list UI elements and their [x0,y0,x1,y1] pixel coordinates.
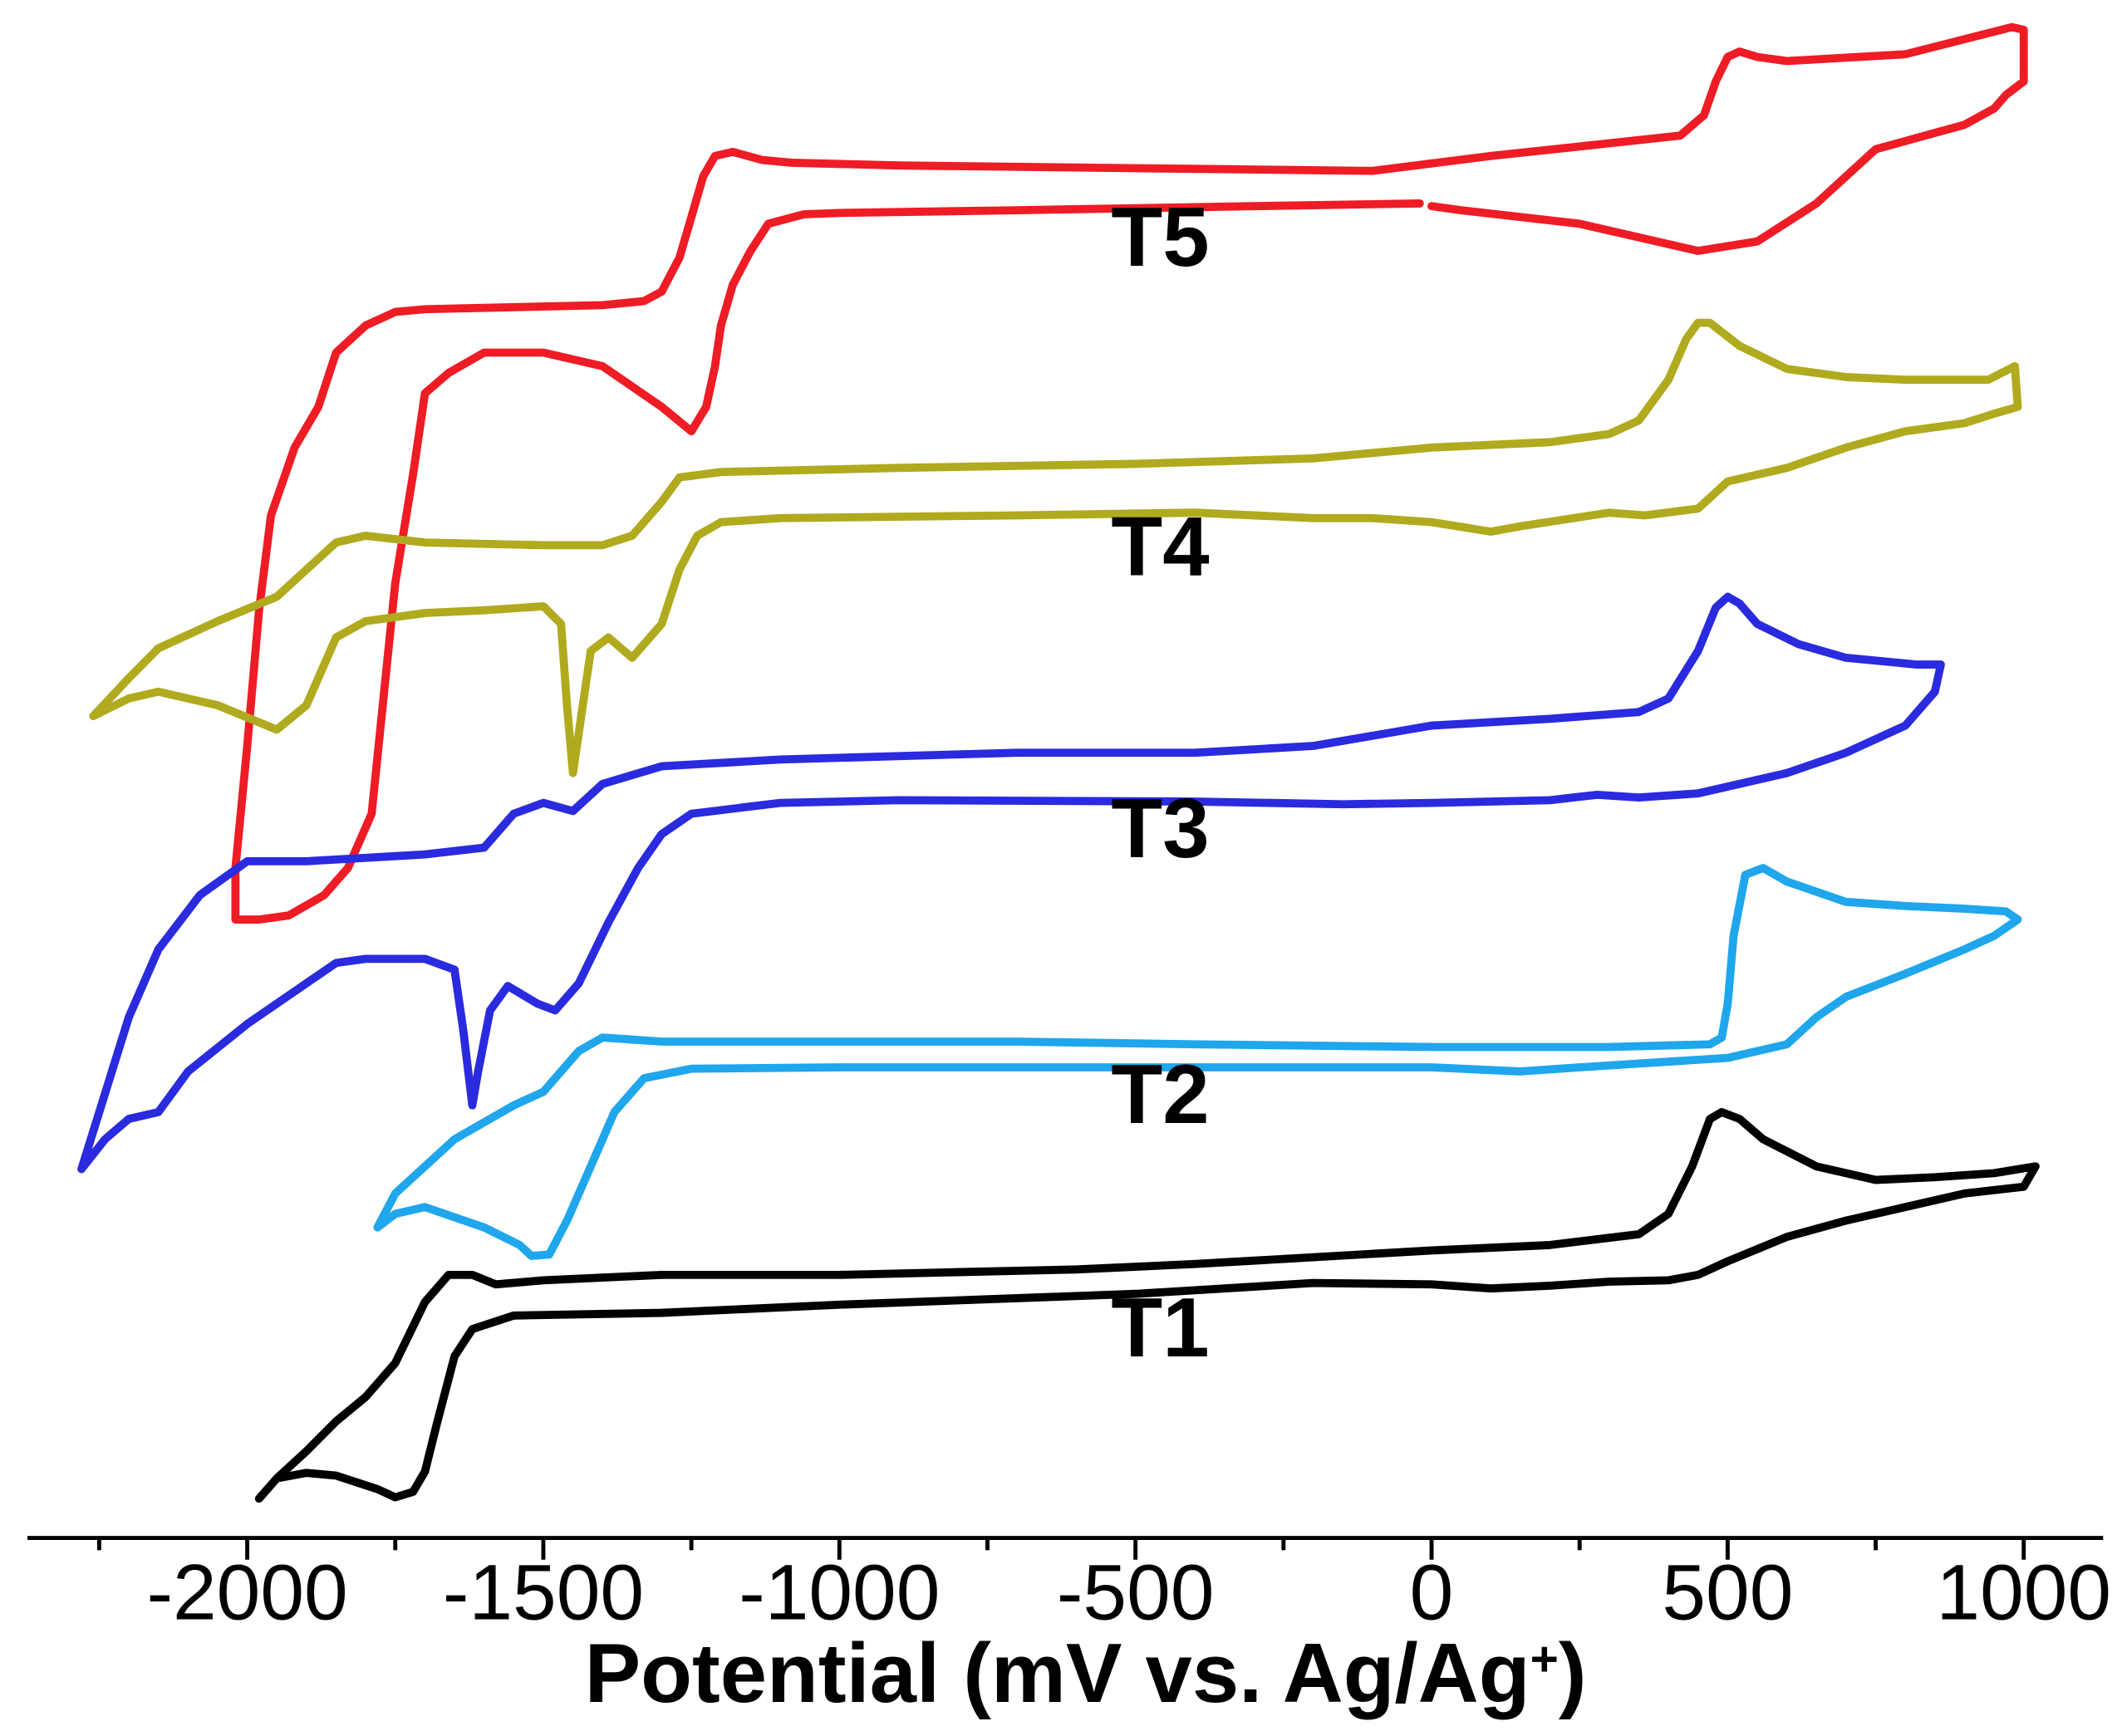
x-tick-label: -1000 [739,1549,940,1637]
curve-label-t5: T5 [1111,190,1209,284]
cv-curve-t5 [231,22,2028,924]
curve-label-t3: T3 [1111,782,1209,875]
cv-curve-t1 [254,1108,2040,1503]
cv-curve-t2 [373,864,2022,1260]
x-axis-title: Potential (mV vs. Ag/Ag+) [585,1626,1587,1720]
curve-label-t2: T2 [1111,1047,1209,1141]
curve-labels-group: T5 T4 T3 T2 T1 [1111,190,1209,1375]
cv-curve-t3 [77,592,1945,1174]
x-tick-label: 0 [1410,1549,1454,1637]
curve-label-t4: T4 [1111,499,1209,593]
x-tick-label: 1000 [1936,1549,2111,1637]
x-tick-label: -2000 [146,1549,347,1637]
x-tick-label: -500 [1057,1549,1215,1637]
x-tick-label: -1500 [443,1549,644,1637]
x-axis-ticks: -2000 -1500 -1000 -500 0 500 1000 [96,1537,2111,1637]
curves-group [77,22,2040,1503]
curve-label-t1: T1 [1111,1281,1209,1375]
cv-curve-t4 [89,318,2022,777]
x-tick-label: 500 [1662,1549,1793,1637]
